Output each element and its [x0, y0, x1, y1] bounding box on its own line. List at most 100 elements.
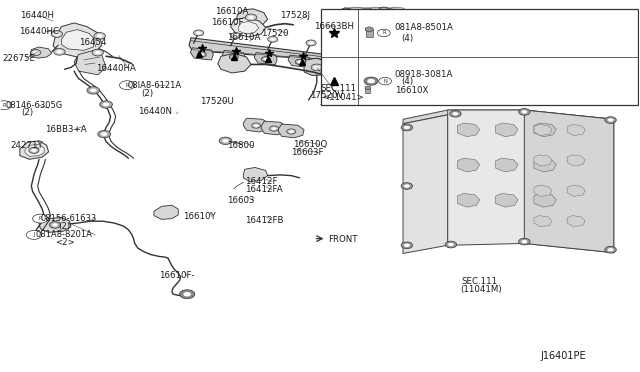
Polygon shape: [495, 123, 518, 137]
Polygon shape: [390, 7, 408, 19]
Circle shape: [120, 81, 135, 90]
Polygon shape: [349, 7, 367, 19]
Circle shape: [254, 124, 259, 127]
Circle shape: [379, 77, 392, 85]
Circle shape: [412, 49, 422, 55]
Text: <2>: <2>: [55, 238, 75, 247]
Polygon shape: [278, 124, 304, 138]
Circle shape: [196, 32, 201, 35]
Polygon shape: [39, 218, 71, 232]
Circle shape: [51, 31, 63, 37]
Circle shape: [252, 123, 260, 128]
Circle shape: [49, 222, 61, 228]
Circle shape: [269, 126, 278, 131]
Polygon shape: [495, 193, 518, 207]
Circle shape: [308, 41, 314, 44]
Text: 16440HC: 16440HC: [19, 27, 59, 36]
Circle shape: [219, 137, 232, 144]
Polygon shape: [342, 8, 422, 102]
Polygon shape: [365, 27, 373, 32]
Polygon shape: [534, 158, 556, 172]
Circle shape: [445, 241, 457, 248]
Bar: [321, 9, 638, 105]
Circle shape: [412, 84, 422, 90]
Circle shape: [232, 56, 236, 58]
Text: 16603: 16603: [227, 196, 255, 205]
Circle shape: [401, 242, 413, 248]
Polygon shape: [74, 49, 106, 75]
Text: 16610Q: 16610Q: [292, 140, 327, 149]
Text: 16412FA: 16412FA: [244, 185, 282, 194]
Circle shape: [229, 54, 238, 60]
Circle shape: [222, 139, 228, 142]
Text: N: N: [383, 78, 387, 84]
Circle shape: [340, 8, 351, 14]
Text: 08156-61633: 08156-61633: [40, 214, 97, 223]
Circle shape: [410, 13, 415, 16]
Circle shape: [31, 49, 41, 55]
Polygon shape: [154, 205, 178, 219]
Text: J16401PE: J16401PE: [540, 351, 586, 361]
Text: 17520: 17520: [261, 29, 289, 38]
Text: 081A8-8501A: 081A8-8501A: [395, 23, 454, 32]
Circle shape: [605, 246, 616, 253]
Text: 16440H: 16440H: [20, 11, 54, 20]
Polygon shape: [534, 193, 556, 207]
Text: 08146-6305G: 08146-6305G: [6, 101, 63, 110]
Bar: [365, 29, 372, 36]
Polygon shape: [403, 115, 448, 253]
Polygon shape: [230, 17, 266, 37]
Circle shape: [197, 52, 206, 57]
Text: 16800: 16800: [227, 141, 255, 151]
Circle shape: [289, 130, 294, 133]
Circle shape: [448, 243, 454, 246]
Circle shape: [87, 87, 100, 94]
Text: SEC.111: SEC.111: [462, 277, 498, 286]
Circle shape: [248, 16, 254, 19]
Polygon shape: [567, 155, 585, 166]
Circle shape: [29, 147, 39, 153]
Circle shape: [264, 58, 268, 61]
Polygon shape: [458, 193, 479, 207]
Polygon shape: [390, 32, 408, 44]
Polygon shape: [534, 155, 552, 166]
Circle shape: [408, 12, 418, 18]
Circle shape: [268, 36, 278, 42]
Text: 16440N: 16440N: [138, 108, 172, 116]
Polygon shape: [403, 110, 614, 124]
Circle shape: [343, 10, 348, 13]
Circle shape: [54, 32, 60, 36]
Circle shape: [97, 34, 102, 38]
Circle shape: [33, 214, 48, 223]
Text: 16BB3+A: 16BB3+A: [45, 125, 87, 134]
Text: (4): (4): [401, 77, 413, 86]
Circle shape: [295, 59, 304, 64]
Polygon shape: [349, 57, 367, 69]
Circle shape: [401, 183, 413, 189]
Polygon shape: [567, 185, 585, 196]
Circle shape: [306, 40, 316, 46]
Text: 16610Y: 16610Y: [182, 212, 216, 221]
Text: (4): (4): [401, 34, 413, 43]
Circle shape: [605, 117, 616, 124]
Polygon shape: [261, 121, 287, 135]
Text: (2): (2): [21, 108, 33, 117]
Circle shape: [287, 129, 296, 134]
Text: (11041M): (11041M): [461, 285, 502, 294]
Circle shape: [404, 185, 410, 187]
Text: 16610F: 16610F: [211, 19, 244, 28]
Polygon shape: [369, 57, 387, 69]
Circle shape: [98, 131, 111, 138]
Polygon shape: [222, 50, 245, 62]
Text: 16412FB: 16412FB: [244, 216, 283, 225]
Circle shape: [100, 101, 113, 108]
Circle shape: [245, 14, 257, 21]
Text: 17528J: 17528J: [280, 11, 310, 20]
Text: R: R: [38, 216, 42, 221]
Text: 16610A: 16610A: [214, 7, 248, 16]
Text: 16610A: 16610A: [227, 33, 260, 42]
Circle shape: [179, 290, 195, 299]
Circle shape: [183, 292, 191, 296]
Text: 16412F: 16412F: [244, 177, 277, 186]
Text: R: R: [125, 83, 129, 88]
